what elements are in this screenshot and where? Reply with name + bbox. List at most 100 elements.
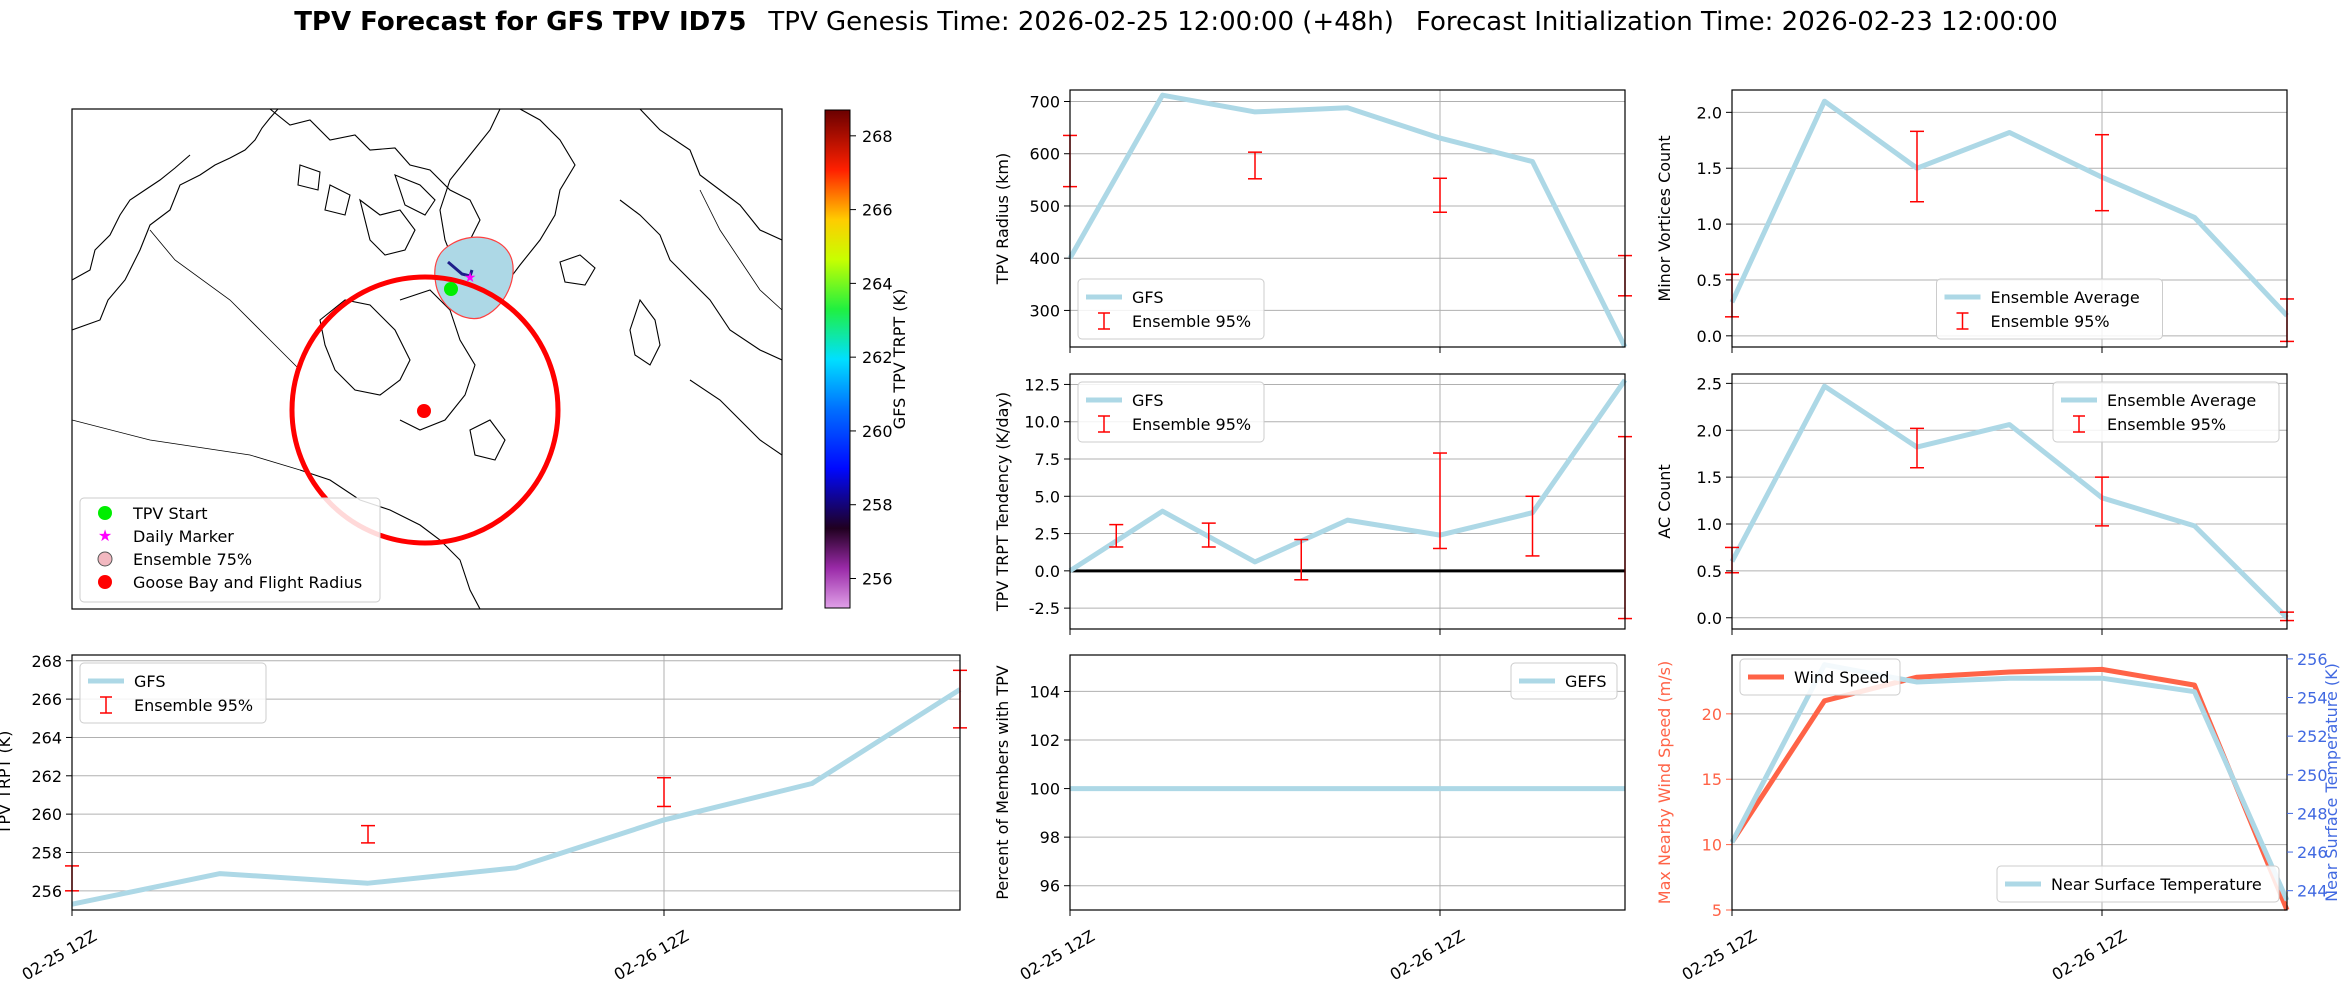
trpt-ytick-label-4: 264 (31, 728, 62, 747)
trpt-ytick-label-0: 256 (31, 882, 62, 901)
windtemp-ytick2-label-4: 252 (2297, 727, 2328, 746)
minor-legend-label-0: Ensemble Average (1991, 288, 2140, 307)
chart-trpt: 256 258 260 262 264 266 268 02-25 12Z 02-26 12Z T… (0, 652, 967, 982)
island-3 (324, 184, 351, 216)
coast-europe-south (689, 379, 782, 456)
percent-ytick-label-0: 96 (1040, 877, 1060, 896)
minor-ytick-label-2: 1.0 (1697, 215, 1722, 234)
map-legend: TPV Start ★ Daily Marker Ensemble 75% Go… (79, 497, 381, 603)
coast-alaska (72, 154, 191, 281)
title-init: Forecast Initialization Time: 2026-02-23… (1416, 7, 2058, 37)
legend-ensemble-75-icon (97, 551, 113, 567)
trpt-xtick-label-1: 02-26 12Z (611, 926, 692, 982)
minor-legend-label-1: Ensemble 95% (1991, 312, 2110, 331)
island-1 (359, 198, 416, 256)
chart-minor: 0.0 0.5 1.0 1.5 2.0 Minor Vortices Count Ensem… (1655, 89, 2294, 353)
coastlines (72, 109, 782, 609)
legend-daily-marker: Daily Marker (133, 527, 234, 546)
radius-ytick-label-0: 300 (1029, 301, 1060, 320)
percent-legend-box (1510, 662, 1618, 700)
tendency-ytick-label-2: 2.5 (1035, 525, 1060, 544)
percent-legend-label-0: GEFS (1565, 672, 1607, 691)
tendency-legend-label-1: Ensemble 95% (1132, 415, 1251, 434)
ac-frame (1731, 373, 2288, 630)
percent-ytick-label-4: 104 (1029, 682, 1060, 701)
colorbar-tick-label-3: 262 (862, 348, 893, 367)
figure-title: TPV Forecast for GFS TPV ID75 TPV Genesis… (294, 7, 2058, 37)
map-panel: ★ TPV Start ★ Daily Marker Ensemble 75% … (71, 108, 909, 610)
minor-ytick-label-0: 0.0 (1697, 327, 1722, 346)
tendency-frame (1069, 373, 1626, 630)
windtemp-legend-temp-box (1996, 865, 2280, 903)
ac-legend-label-0: Ensemble Average (2107, 391, 2256, 410)
chart-ac: 0.0 0.5 1.0 1.5 2.0 2.5 AC Count Ensemble Avera… (1655, 373, 2294, 635)
daily-marker-star: ★ (464, 270, 477, 286)
coast-europe (619, 199, 782, 361)
windtemp-ytick-label-3: 20 (1702, 705, 1722, 724)
tpv-track (447, 260, 474, 278)
percent-xtick-label-1: 02-26 12Z (1387, 926, 1468, 982)
trpt-ytick-label-2: 260 (31, 805, 62, 824)
radius-ytick-label-3: 600 (1029, 145, 1060, 164)
percent-ylabel: Percent of Members with TPV (993, 665, 1012, 899)
tpv-start-marker (444, 282, 458, 296)
ac-ytick-label-2: 1.0 (1697, 515, 1722, 534)
island-4 (297, 164, 321, 191)
title-genesis: TPV Genesis Time: 2026-02-25 12:00:00 (+… (767, 7, 1394, 37)
radius-legend-box (1077, 278, 1265, 340)
radius-ytick-label-2: 500 (1029, 197, 1060, 216)
radius-legend-label-1: Ensemble 95% (1132, 312, 1251, 331)
chart-tendency: -2.5 0.0 2.5 5.0 7.5 10.0 12.5 TPV TRPT Tendenc… (993, 373, 1632, 635)
tendency-ytick-label-5: 10.0 (1024, 413, 1060, 432)
windtemp-legend-wind-box (1739, 658, 1901, 696)
border-3 (699, 189, 782, 311)
colorbar: GFS TPV TRPT (K) 256 258 260 262 264 266 268 (824, 109, 909, 609)
tendency-ylabel: TPV TRPT Tendency (K/day) (993, 392, 1012, 612)
coast-newfoundland (469, 419, 506, 461)
radius-ytick-label-1: 400 (1029, 249, 1060, 268)
border-2 (72, 419, 301, 471)
minor-ylabel: Minor Vortices Count (1655, 135, 1674, 301)
coast-hudson-bay (319, 299, 411, 396)
trpt-legend-label-1: Ensemble 95% (134, 696, 253, 715)
ac-ytick-label-1: 0.5 (1697, 562, 1722, 581)
flight-radius-circle (289, 274, 561, 546)
ac-ytick-label-4: 2.0 (1697, 421, 1722, 440)
tendency-ytick-label-1: 0.0 (1035, 562, 1060, 581)
chart-percent: 96 98 100 102 104 02-25 12Z 02-26 12Z Percent o… (993, 654, 1626, 982)
colorbar-tick-label-4: 264 (862, 274, 893, 293)
legend-daily-marker-icon: ★ (98, 526, 112, 545)
tendency-legend-label-0: GFS (1132, 391, 1163, 410)
percent-ytick-label-2: 100 (1029, 780, 1060, 799)
island-2 (394, 174, 436, 216)
radius-frame (1069, 89, 1626, 348)
coast-west (72, 109, 279, 331)
goose-bay-marker (417, 404, 431, 418)
ac-ytick-label-5: 2.5 (1697, 374, 1722, 393)
trpt-ytick-label-5: 266 (31, 690, 62, 709)
trpt-ytick-label-1: 258 (31, 843, 62, 862)
legend-tpv-start: TPV Start (132, 504, 208, 523)
trpt-ytick-label-6: 268 (31, 652, 62, 671)
trpt-xtick-label-0: 02-25 12Z (19, 926, 100, 982)
windtemp-ytick-label-2: 15 (1702, 770, 1722, 789)
windtemp-series-0 (1729, 666, 2290, 911)
tendency-ytick-label-0: -2.5 (1029, 599, 1060, 618)
chart-panels: 300 400 500 600 700 TPV Radius (km) GFS Ensembl… (0, 89, 2341, 982)
windtemp-ytick2-label-6: 256 (2297, 650, 2328, 669)
minor-frame (1731, 89, 2288, 348)
coast-labrador (399, 289, 476, 431)
windtemp-frame (1731, 654, 2288, 911)
ac-legend-label-1: Ensemble 95% (2107, 415, 2226, 434)
trpt-legend-box (79, 662, 267, 724)
coast-britain (629, 298, 661, 366)
colorbar-tick-label-2: 260 (862, 422, 893, 441)
windtemp-ytick2-label-1: 246 (2297, 843, 2328, 862)
colorbar-tick-label-0: 256 (862, 569, 893, 588)
ac-ytick-label-3: 1.5 (1697, 468, 1722, 487)
trpt-ylabel: TPV TRPT (K) (0, 731, 14, 836)
minor-ytick-label-1: 0.5 (1697, 271, 1722, 290)
windtemp-ytick-label-0: 5 (1712, 901, 1722, 920)
legend-goose-bay-icon (98, 575, 112, 589)
